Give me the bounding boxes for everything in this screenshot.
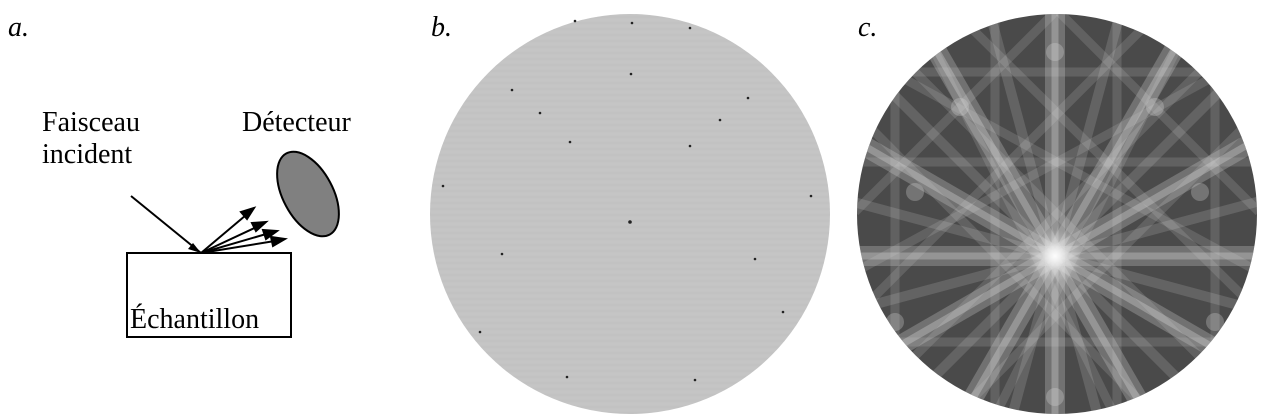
diffraction-spot [510,88,514,92]
diffraction-spot [809,194,813,198]
kikuchi-pole [1046,388,1064,406]
diffraction-spot [573,19,577,23]
detector-label: Détecteur [242,107,351,138]
diffraction-spot [441,184,445,188]
incident-beam-label-line1: Faisceau [42,107,140,138]
kikuchi-band [857,108,1159,414]
diffracted-beam-arrows [200,206,288,254]
diffracted-arrow-4-head [269,235,288,248]
kikuchi-pole [951,98,969,116]
diffraction-spot [478,330,482,334]
diffraction-spot-pattern [430,14,830,414]
diffraction-spot [688,144,692,148]
detector-shape [276,150,340,238]
incident-beam-label-line2: incident [42,139,133,171]
diffraction-spot [630,21,634,25]
incident-beam-label: Faisceau incident [42,107,140,171]
kikuchi-band [951,108,1257,414]
diffraction-spot [500,252,504,256]
kikuchi-band [910,14,1120,414]
diffracted-arrow-1-head [239,206,257,221]
spot-pattern-spots [441,19,813,382]
diffraction-spot [565,375,569,379]
kikuchi-band-pattern [857,14,1257,414]
diffracted-arrow-3-head [261,228,280,241]
kikuchi-band [951,14,1257,316]
kikuchi-band [857,14,1257,414]
diffracted-arrow-2 [200,223,264,254]
panel-b-label: b. [431,12,452,43]
kikuchi-pole [1046,43,1064,61]
diffraction-spot [781,310,785,314]
kikuchi-band [857,14,1059,216]
diffraction-spot [688,26,692,30]
diffraction-spot [693,378,697,382]
kikuchi-band [1055,14,1257,216]
diffraction-spot [718,118,722,122]
diffraction-spot [753,257,757,261]
kikuchi-band [990,14,1200,414]
spot-pattern-disc [430,14,830,414]
panel-c-label: c. [858,12,878,43]
experiment-schematic [126,150,340,338]
sample-label: Échantillon [130,304,260,335]
kikuchi-pole [886,313,904,331]
diffraction-spot [568,140,572,144]
kikuchi-disc [857,14,1257,414]
diffraction-spot [629,72,633,76]
diffracted-arrow-4 [200,239,282,254]
diffraction-spot [538,111,542,115]
kikuchi-band [857,48,1257,276]
sample-box [126,252,292,338]
kikuchi-pole [1206,313,1224,331]
diffracted-arrow-1 [200,209,253,254]
kikuchi-pole [906,183,924,201]
kikuchi-pole [1191,183,1209,201]
incident-beam-arrowhead [188,243,201,253]
kikuchi-band [857,14,1257,414]
kikuchi-bands [857,14,1257,414]
incident-beam-line [130,195,202,254]
kikuchi-band [857,14,1163,320]
diffraction-spot [746,96,750,100]
diffracted-arrow-3 [200,231,274,254]
panel-a-label: a. [8,12,29,43]
kikuchi-band [857,48,1257,276]
kikuchi-pole [1146,98,1164,116]
diffracted-arrow-2-head [250,220,269,233]
kikuchi-center-pole [1029,230,1081,282]
diffraction-spot [628,220,632,224]
